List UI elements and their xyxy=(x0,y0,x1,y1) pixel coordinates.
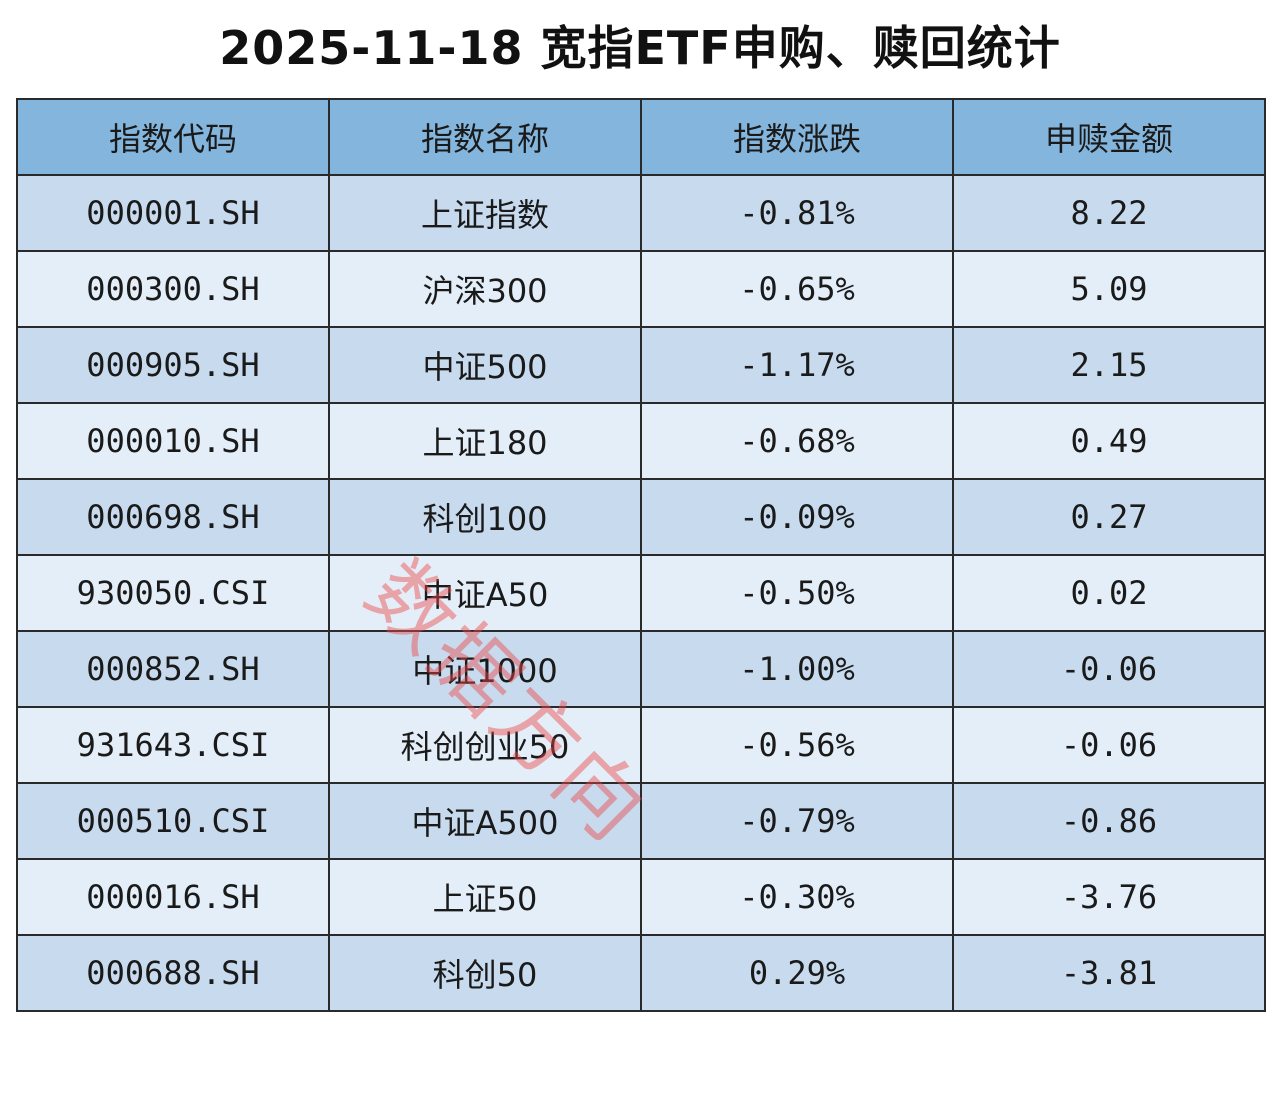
table-cell: -0.06 xyxy=(952,706,1266,784)
table-row: 931643.CSI 科创创业50 -0.56% -0.06 xyxy=(16,706,1266,784)
table-cell: 000300.SH xyxy=(16,250,330,328)
table-cell: 2.15 xyxy=(952,326,1266,404)
table-cell: -0.09% xyxy=(640,478,954,556)
table-row: 000010.SH 上证180 -0.68% 0.49 xyxy=(16,402,1266,480)
table-cell: 000510.CSI xyxy=(16,782,330,860)
table-cell: 5.09 xyxy=(952,250,1266,328)
etf-table: 指数代码 指数名称 指数涨跌 申赎金额 000001.SH 上证指数 -0.81% 8.22… xyxy=(16,98,1266,1012)
table-cell: -0.30% xyxy=(640,858,954,936)
table-cell: 000001.SH xyxy=(16,174,330,252)
table-cell: -0.86 xyxy=(952,782,1266,860)
table-cell: 中证500 xyxy=(328,326,642,404)
table-body: 000001.SH 上证指数 -0.81% 8.22 000300.SH 沪深300 -0.… xyxy=(16,174,1266,1012)
table-cell: -0.79% xyxy=(640,782,954,860)
table-cell: 中证A500 xyxy=(328,782,642,860)
table-cell: 上证50 xyxy=(328,858,642,936)
table-cell: -0.56% xyxy=(640,706,954,784)
title: 2025-11-18 宽指ETF申购、赎回统计 xyxy=(219,21,1061,75)
table-cell: 000688.SH xyxy=(16,934,330,1012)
table-cell: 中证1000 xyxy=(328,630,642,708)
table-cell: -0.06 xyxy=(952,630,1266,708)
table-row: 000016.SH 上证50 -0.30% -3.76 xyxy=(16,858,1266,936)
table-cell: -0.81% xyxy=(640,174,954,252)
table-cell: 000698.SH xyxy=(16,478,330,556)
table-cell: -1.17% xyxy=(640,326,954,404)
column-header: 指数涨跌 xyxy=(640,98,954,176)
table-cell: 科创创业50 xyxy=(328,706,642,784)
table-cell: 000905.SH xyxy=(16,326,330,404)
table-row: 000001.SH 上证指数 -0.81% 8.22 xyxy=(16,174,1266,252)
table-cell: 上证180 xyxy=(328,402,642,480)
table-cell: 000016.SH xyxy=(16,858,330,936)
table-cell: -3.81 xyxy=(952,934,1266,1012)
table-cell: 0.49 xyxy=(952,402,1266,480)
column-header: 申赎金额 xyxy=(952,98,1266,176)
table-row: 000905.SH 中证500 -1.17% 2.15 xyxy=(16,326,1266,404)
table-cell: 0.27 xyxy=(952,478,1266,556)
table-row: 000698.SH 科创100 -0.09% 0.27 xyxy=(16,478,1266,556)
table-cell: 科创100 xyxy=(328,478,642,556)
table-cell: 0.02 xyxy=(952,554,1266,632)
table-cell: 931643.CSI xyxy=(16,706,330,784)
table-cell: 上证指数 xyxy=(328,174,642,252)
table-cell: 000852.SH xyxy=(16,630,330,708)
column-header: 指数名称 xyxy=(328,98,642,176)
table-cell: 0.29% xyxy=(640,934,954,1012)
table-cell: -3.76 xyxy=(952,858,1266,936)
table-row: 000510.CSI 中证A500 -0.79% -0.86 xyxy=(16,782,1266,860)
table-cell: 沪深300 xyxy=(328,250,642,328)
column-header: 指数代码 xyxy=(16,98,330,176)
table-cell: 中证A50 xyxy=(328,554,642,632)
table-row: 000300.SH 沪深300 -0.65% 5.09 xyxy=(16,250,1266,328)
table-cell: -0.65% xyxy=(640,250,954,328)
table-cell: -0.68% xyxy=(640,402,954,480)
header-row: 指数代码 指数名称 指数涨跌 申赎金额 xyxy=(16,98,1266,176)
table-cell: -0.50% xyxy=(640,554,954,632)
table-cell: 930050.CSI xyxy=(16,554,330,632)
table-cell: 8.22 xyxy=(952,174,1266,252)
table-cell: 000010.SH xyxy=(16,402,330,480)
table-row: 000688.SH 科创50 0.29% -3.81 xyxy=(16,934,1266,1012)
table-cell: -1.00% xyxy=(640,630,954,708)
table-row: 000852.SH 中证1000 -1.00% -0.06 xyxy=(16,630,1266,708)
table-row: 930050.CSI 中证A50 -0.50% 0.02 xyxy=(16,554,1266,632)
table-cell: 科创50 xyxy=(328,934,642,1012)
